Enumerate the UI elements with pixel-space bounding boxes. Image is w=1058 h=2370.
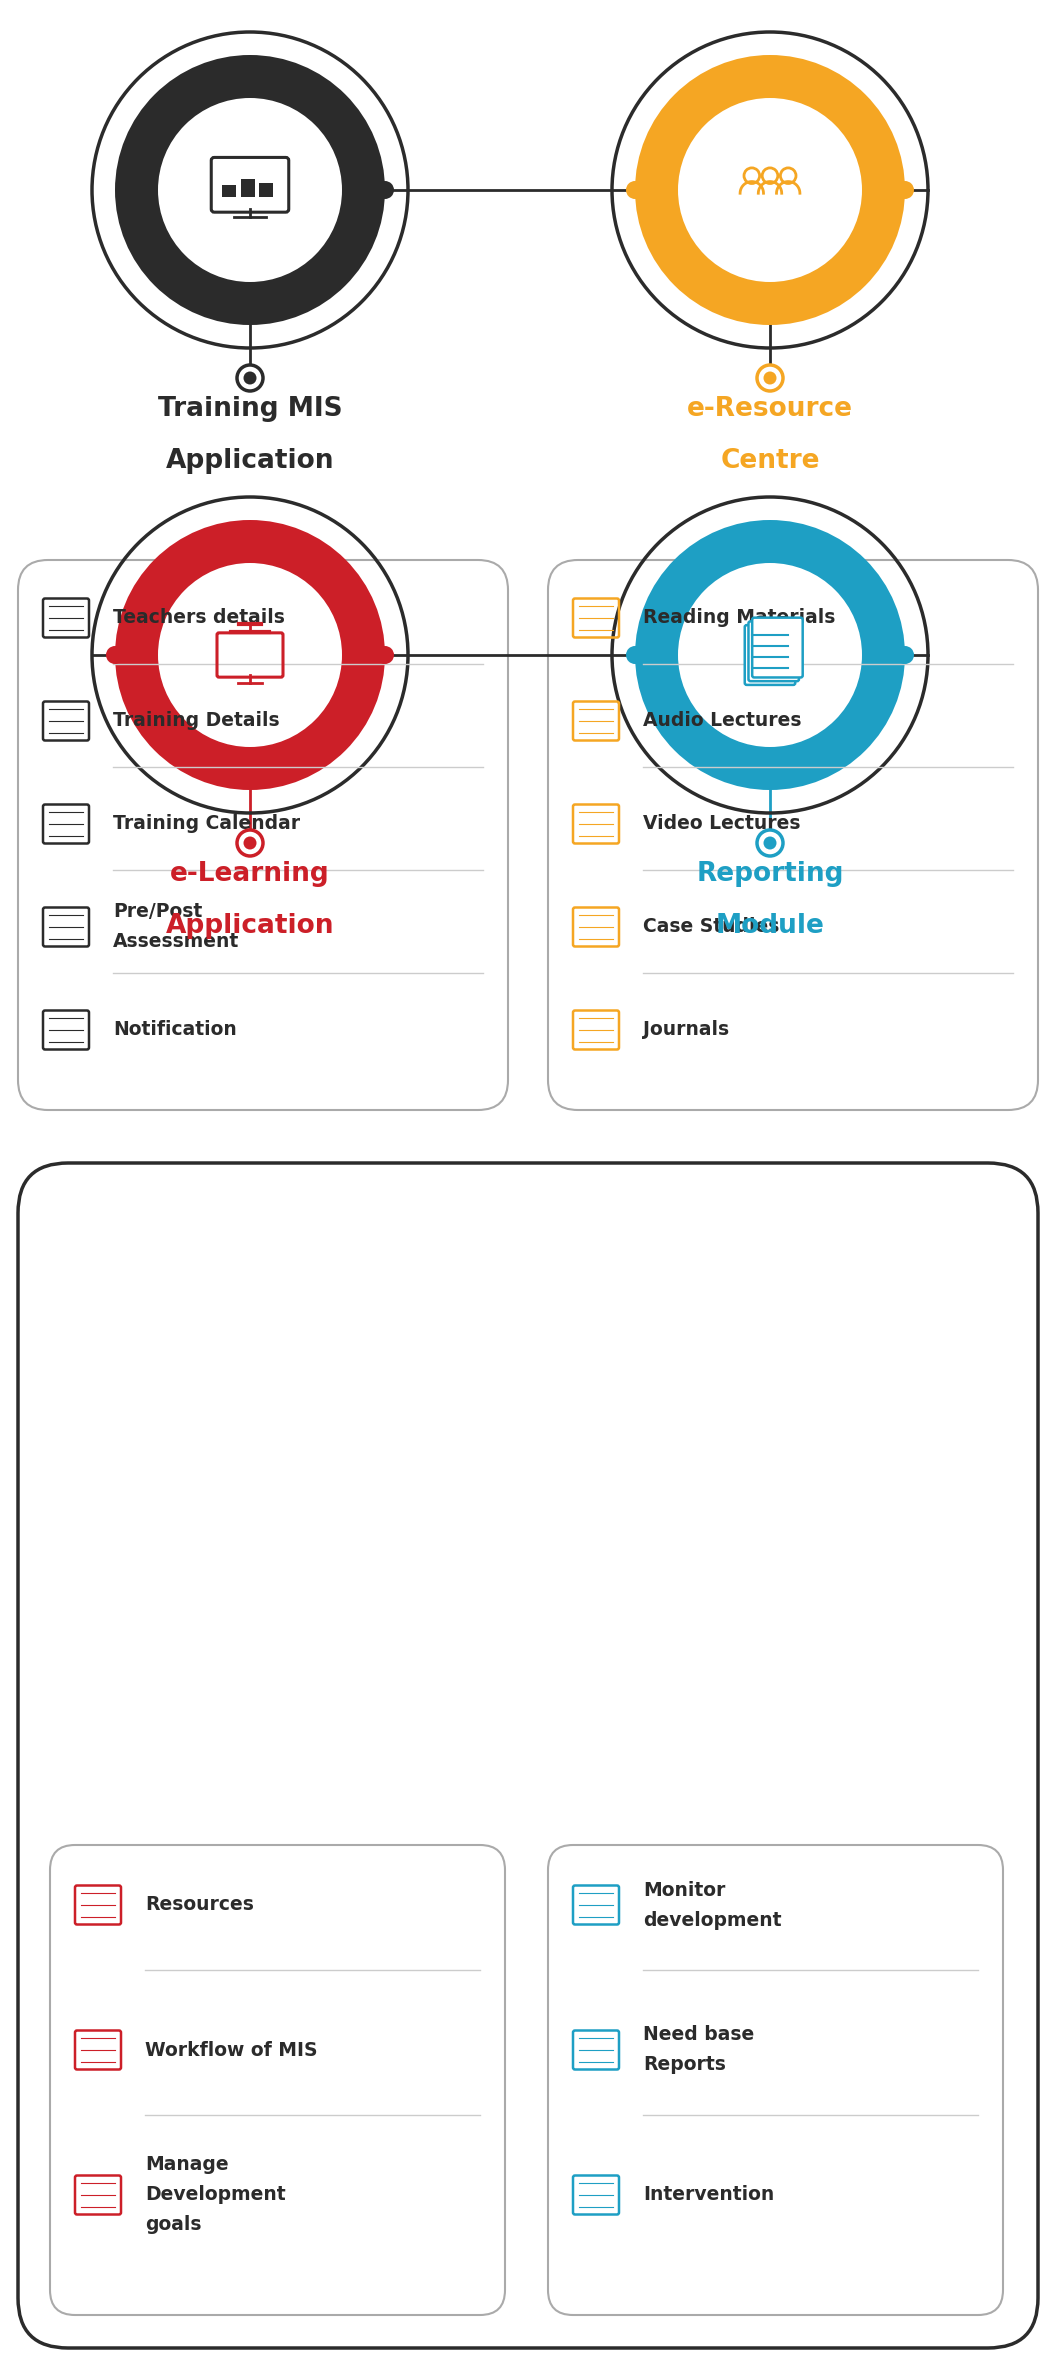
Text: Workflow of MIS: Workflow of MIS [145, 2041, 317, 2060]
Circle shape [376, 180, 394, 199]
Text: e-Resource: e-Resource [687, 396, 853, 422]
Text: Teachers details: Teachers details [113, 609, 285, 628]
Circle shape [635, 519, 905, 789]
Text: Development: Development [145, 2185, 286, 2204]
Circle shape [237, 830, 263, 856]
Text: Monitor: Monitor [643, 1879, 726, 1898]
Text: Assessment: Assessment [113, 931, 239, 950]
Text: Case Studies: Case Studies [643, 917, 780, 936]
Circle shape [764, 372, 777, 384]
Text: Video Lectures: Video Lectures [643, 815, 801, 834]
Circle shape [237, 365, 263, 391]
Text: Resources: Resources [145, 1896, 254, 1915]
Bar [241, 178, 255, 197]
Text: Module: Module [715, 912, 824, 939]
Circle shape [106, 647, 124, 664]
FancyBboxPatch shape [548, 559, 1038, 1109]
FancyBboxPatch shape [18, 1164, 1038, 2349]
FancyBboxPatch shape [748, 621, 799, 680]
Text: development: development [643, 1910, 782, 1929]
Text: Application: Application [166, 912, 334, 939]
Circle shape [115, 519, 385, 789]
Text: Training Calendar: Training Calendar [113, 815, 300, 834]
Text: Reading Materials: Reading Materials [643, 609, 836, 628]
Text: Journals: Journals [643, 1021, 729, 1040]
Text: Manage: Manage [145, 2154, 229, 2176]
Text: Notification: Notification [113, 1021, 237, 1040]
Circle shape [626, 647, 644, 664]
FancyBboxPatch shape [50, 1844, 505, 2315]
Circle shape [678, 564, 862, 747]
Circle shape [896, 647, 914, 664]
Text: e-Learning: e-Learning [170, 860, 330, 886]
Text: Training Details: Training Details [113, 711, 279, 730]
Circle shape [626, 180, 644, 199]
Text: Reporting: Reporting [696, 860, 843, 886]
Text: Audio Lectures: Audio Lectures [643, 711, 802, 730]
Bar [259, 182, 273, 197]
Circle shape [896, 180, 914, 199]
Circle shape [635, 55, 905, 325]
Text: Intervention: Intervention [643, 2185, 774, 2204]
FancyBboxPatch shape [548, 1844, 1003, 2315]
FancyBboxPatch shape [745, 626, 796, 685]
Bar [222, 185, 236, 197]
Circle shape [678, 97, 862, 282]
Circle shape [758, 365, 783, 391]
FancyBboxPatch shape [18, 559, 508, 1109]
Circle shape [758, 830, 783, 856]
Circle shape [158, 564, 342, 747]
Text: Reports: Reports [643, 2055, 726, 2074]
Text: goals: goals [145, 2216, 201, 2235]
Circle shape [243, 372, 256, 384]
Circle shape [376, 647, 394, 664]
Text: Centre: Centre [720, 448, 820, 474]
Circle shape [158, 97, 342, 282]
Circle shape [243, 837, 256, 848]
Text: Need base: Need base [643, 2026, 754, 2045]
Circle shape [115, 55, 385, 325]
Text: Pre/Post: Pre/Post [113, 903, 202, 922]
Text: Training MIS: Training MIS [158, 396, 343, 422]
FancyBboxPatch shape [752, 619, 803, 678]
Text: Application: Application [166, 448, 334, 474]
Circle shape [764, 837, 777, 848]
